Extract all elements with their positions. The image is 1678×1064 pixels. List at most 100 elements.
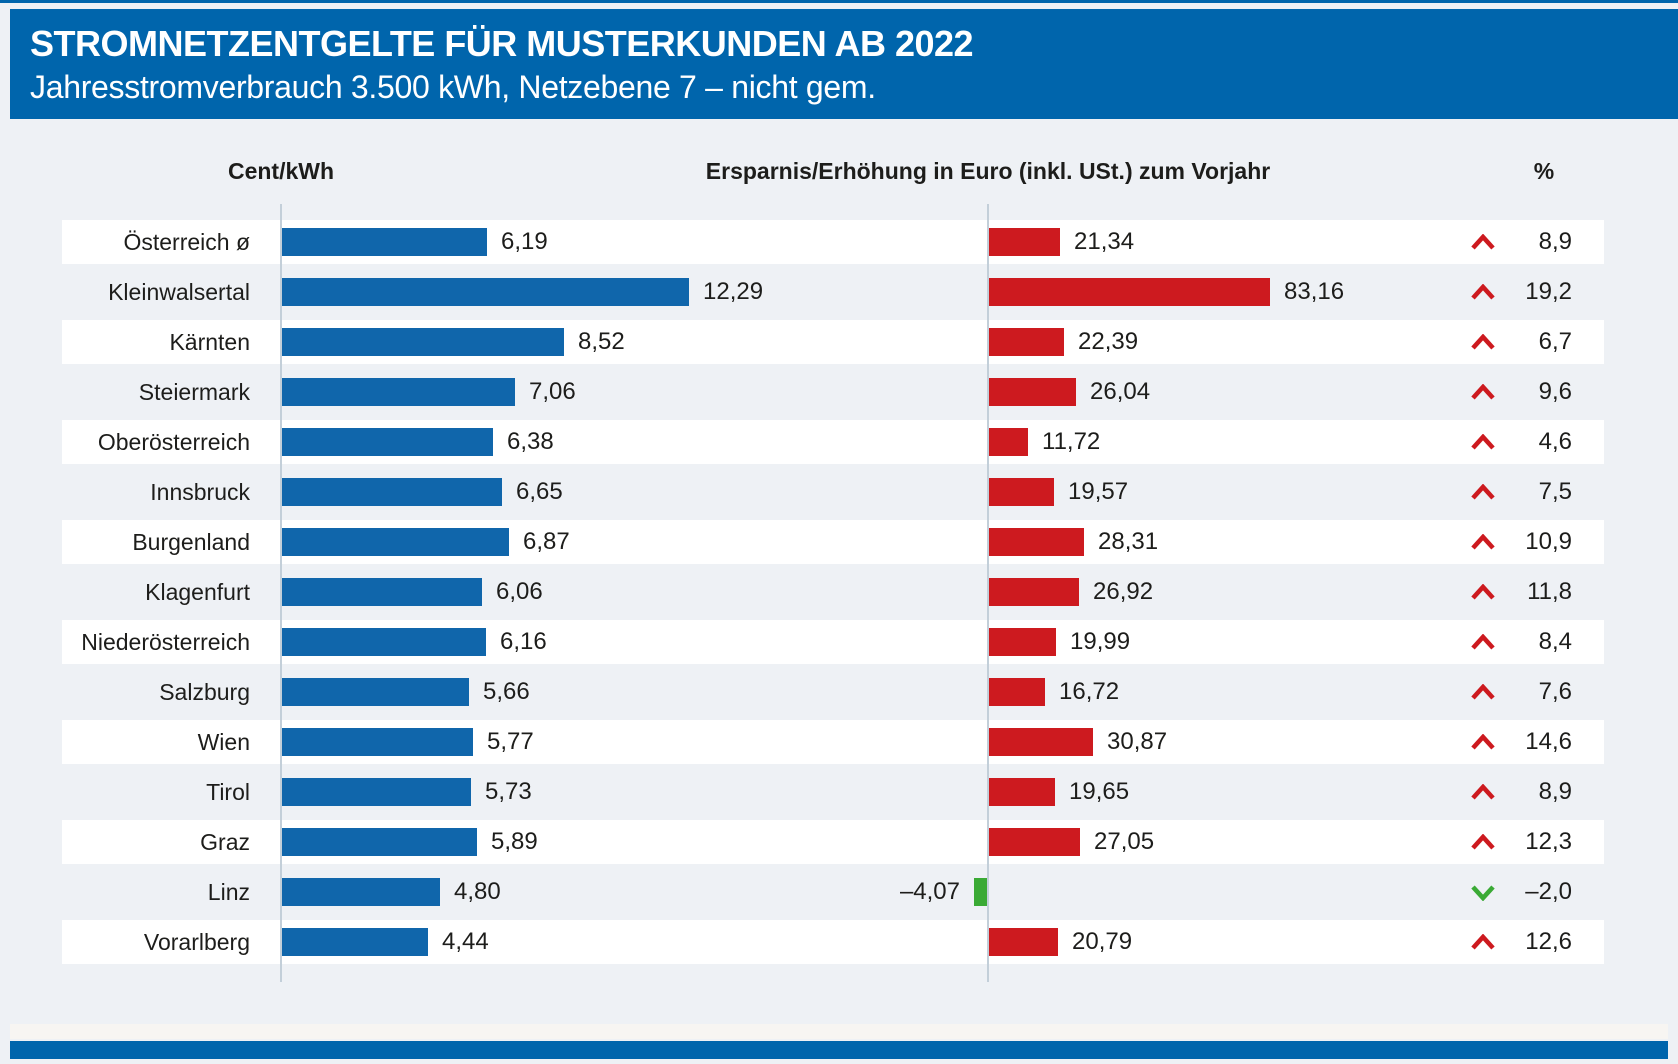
row-label: Klagenfurt bbox=[145, 579, 250, 605]
up-arrow-icon bbox=[1470, 584, 1496, 601]
euro-bar bbox=[988, 528, 1084, 556]
table-row: Linz 4,80 –4,07 –2,0 bbox=[62, 870, 1604, 914]
row-label: Steiermark bbox=[138, 379, 250, 405]
cent-value: 5,73 bbox=[485, 778, 532, 805]
euro-bar bbox=[988, 578, 1079, 606]
euro-value: 20,79 bbox=[1072, 928, 1133, 955]
down-arrow-icon bbox=[1470, 884, 1496, 901]
chart-rows: Österreich ø 6,19 21,34 8,9 Kleinwalsertal 12… bbox=[62, 220, 1604, 970]
euro-bar bbox=[988, 778, 1055, 806]
euro-value: 19,65 bbox=[1069, 778, 1130, 805]
cent-value: 6,06 bbox=[496, 578, 543, 605]
euro-value: 19,57 bbox=[1068, 478, 1129, 505]
percent-value: 11,8 bbox=[1527, 578, 1572, 605]
euro-bar bbox=[988, 828, 1080, 856]
euro-value: 28,31 bbox=[1098, 528, 1159, 555]
up-arrow-icon bbox=[1470, 284, 1496, 301]
up-arrow-icon bbox=[1470, 334, 1496, 351]
cent-bar bbox=[281, 528, 509, 556]
euro-bar bbox=[974, 878, 988, 906]
percent-value: 8,9 bbox=[1538, 228, 1572, 255]
row-label: Vorarlberg bbox=[143, 929, 250, 955]
euro-value: 27,05 bbox=[1094, 828, 1155, 855]
cent-bar bbox=[281, 278, 689, 306]
euro-bar bbox=[988, 278, 1270, 306]
euro-value: 30,87 bbox=[1107, 728, 1168, 755]
cent-value: 6,65 bbox=[516, 478, 563, 505]
top-accent-line bbox=[0, 0, 1678, 3]
euro-bar bbox=[988, 378, 1076, 406]
row-label: Innsbruck bbox=[150, 479, 250, 505]
percent-value: 9,6 bbox=[1538, 378, 1572, 405]
cent-value: 6,16 bbox=[500, 628, 547, 655]
up-arrow-icon bbox=[1470, 384, 1496, 401]
up-arrow-icon bbox=[1470, 234, 1496, 251]
up-arrow-icon bbox=[1470, 634, 1496, 651]
percent-value: 7,6 bbox=[1538, 678, 1572, 705]
euro-bar bbox=[988, 228, 1060, 256]
table-row: Österreich ø 6,19 21,34 8,9 bbox=[62, 220, 1604, 264]
column-header-percent: % bbox=[1533, 158, 1555, 184]
table-row: Salzburg 5,66 16,72 7,6 bbox=[62, 670, 1604, 714]
cent-value: 8,52 bbox=[578, 328, 625, 355]
cent-value: 5,66 bbox=[483, 678, 530, 705]
table-row: Innsbruck 6,65 19,57 7,5 bbox=[62, 470, 1604, 514]
up-arrow-icon bbox=[1470, 934, 1496, 951]
cent-value: 6,19 bbox=[501, 228, 548, 255]
cent-value: 5,77 bbox=[487, 728, 534, 755]
cent-value: 7,06 bbox=[529, 378, 576, 405]
percent-value: 19,2 bbox=[1525, 278, 1572, 305]
table-row: Graz 5,89 27,05 12,3 bbox=[62, 820, 1604, 864]
cent-bar bbox=[281, 428, 493, 456]
row-label: Linz bbox=[207, 879, 250, 905]
cent-bar bbox=[281, 928, 428, 956]
euro-bar bbox=[988, 678, 1045, 706]
cent-value: 4,80 bbox=[454, 878, 501, 905]
euro-value: 26,04 bbox=[1090, 378, 1151, 405]
cent-bar bbox=[281, 678, 469, 706]
cent-value: 12,29 bbox=[703, 278, 764, 305]
row-label: Wien bbox=[197, 729, 250, 755]
euro-value: 22,39 bbox=[1078, 328, 1139, 355]
row-label: Niederösterreich bbox=[81, 629, 250, 655]
up-arrow-icon bbox=[1470, 534, 1496, 551]
percent-value: 7,5 bbox=[1538, 478, 1572, 505]
euro-bar bbox=[988, 328, 1064, 356]
up-arrow-icon bbox=[1470, 434, 1496, 451]
footer-accent-bar bbox=[10, 1041, 1668, 1059]
euro-bar bbox=[988, 628, 1056, 656]
up-arrow-icon bbox=[1470, 784, 1496, 801]
euro-bar bbox=[988, 428, 1028, 456]
euro-bar bbox=[988, 728, 1093, 756]
row-label: Kleinwalsertal bbox=[108, 279, 250, 305]
table-row: Wien 5,77 30,87 14,6 bbox=[62, 720, 1604, 764]
percent-value: –2,0 bbox=[1525, 878, 1572, 905]
row-label: Oberösterreich bbox=[97, 429, 250, 455]
cent-bar bbox=[281, 828, 477, 856]
table-row: Niederösterreich 6,16 19,99 8,4 bbox=[62, 620, 1604, 664]
euro-value: 21,34 bbox=[1074, 228, 1135, 255]
euro-value: 11,72 bbox=[1042, 428, 1101, 455]
cent-value: 6,87 bbox=[523, 528, 570, 555]
euro-bar bbox=[988, 928, 1058, 956]
euro-value: 19,99 bbox=[1070, 628, 1131, 655]
euro-value: 83,16 bbox=[1284, 278, 1345, 305]
cent-bar bbox=[281, 228, 487, 256]
row-label: Graz bbox=[200, 829, 250, 855]
percent-value: 12,6 bbox=[1525, 928, 1572, 955]
table-row: Klagenfurt 6,06 26,92 11,8 bbox=[62, 570, 1604, 614]
cent-bar bbox=[281, 878, 440, 906]
up-arrow-icon bbox=[1470, 834, 1496, 851]
row-label: Tirol bbox=[206, 779, 250, 805]
row-label: Kärnten bbox=[169, 329, 250, 355]
euro-value: 26,92 bbox=[1093, 578, 1154, 605]
row-label: Österreich ø bbox=[123, 229, 250, 255]
percent-value: 6,7 bbox=[1538, 328, 1572, 355]
column-header-cent: Cent/kWh bbox=[227, 158, 335, 184]
up-arrow-icon bbox=[1470, 684, 1496, 701]
euro-zero-axis-line bbox=[987, 204, 989, 982]
cent-bar bbox=[281, 578, 482, 606]
cent-bar bbox=[281, 378, 515, 406]
euro-bar bbox=[988, 478, 1054, 506]
